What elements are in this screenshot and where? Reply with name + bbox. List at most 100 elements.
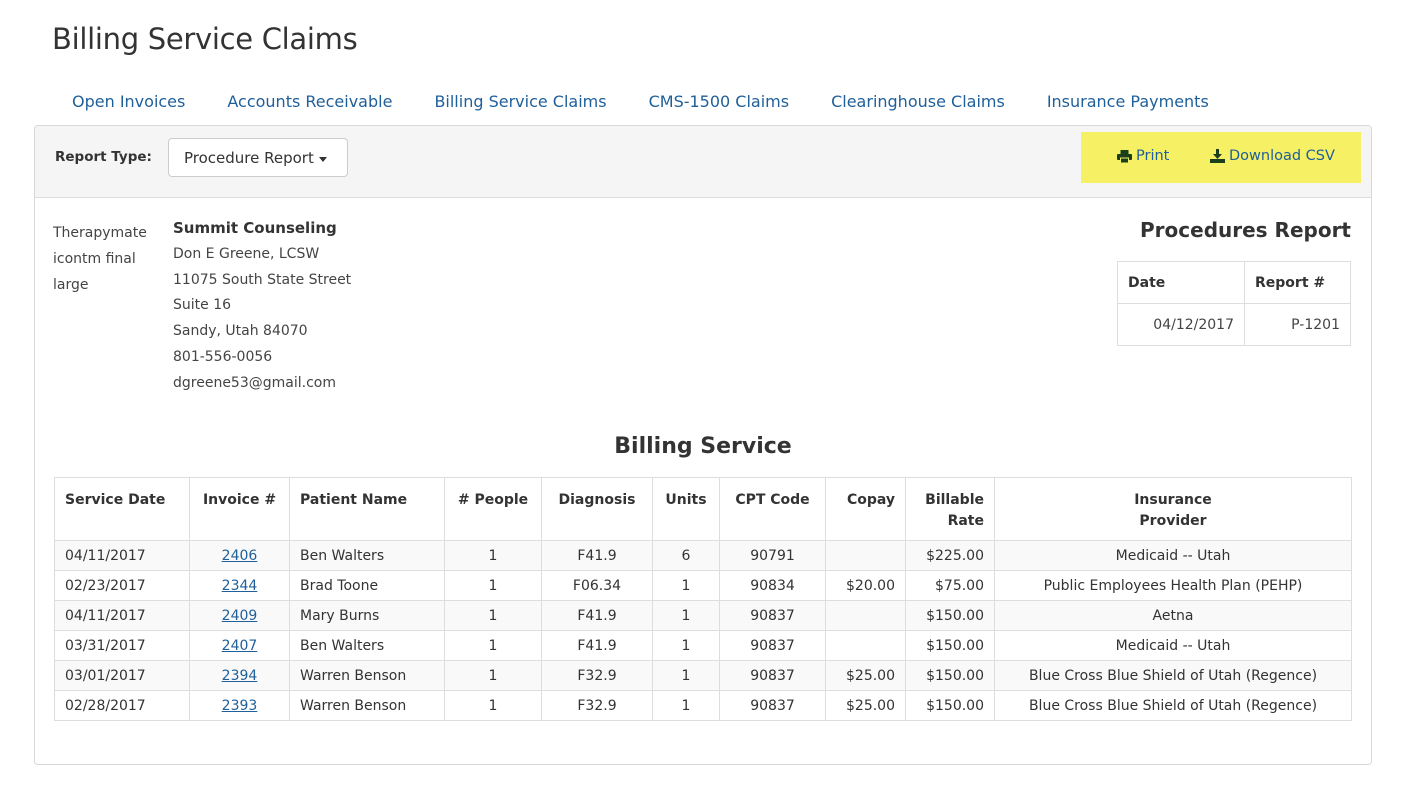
cell-cpt-code: 90837 <box>719 690 826 721</box>
caret-down-icon <box>318 156 327 162</box>
cell-billable-rate: $225.00 <box>905 540 995 571</box>
table-header-row: Service Date Invoice # Patient Name # Pe… <box>54 477 1352 541</box>
cell-people: 1 <box>444 600 542 631</box>
col-billable-rate-line-1: Billable <box>925 492 984 508</box>
invoice-link[interactable]: 2344 <box>221 577 258 594</box>
report-type-label: Report Type: <box>55 149 152 165</box>
address-line-1: 11075 South State Street <box>173 271 352 288</box>
cell-copay <box>825 630 906 661</box>
table-row: 03/01/2017 2394 Warren Benson 1 F32.9 1 … <box>54 660 1352 691</box>
tab-insurance-payments[interactable]: Insurance Payments <box>1046 91 1209 111</box>
cell-billable-rate: $150.00 <box>905 600 995 631</box>
cell-service-date: 02/28/2017 <box>54 690 190 721</box>
cell-people: 1 <box>444 540 542 571</box>
cell-diagnosis: F06.34 <box>541 570 653 601</box>
cell-patient-name: Ben Walters <box>289 540 445 571</box>
billing-service-heading: Billing Service <box>614 434 792 459</box>
table-row: 03/31/2017 2407 Ben Walters 1 F41.9 1 90… <box>54 630 1352 661</box>
cell-copay <box>825 600 906 631</box>
address-line-2: Suite 16 <box>173 297 232 314</box>
tab-cms-1500-claims[interactable]: CMS-1500 Claims <box>648 91 790 111</box>
cell-people: 1 <box>444 660 542 691</box>
cell-copay <box>825 540 906 571</box>
cell-service-date: 04/11/2017 <box>54 600 190 631</box>
cell-invoice: 2344 <box>189 570 290 601</box>
report-actions: Print Download CSV <box>1081 132 1361 183</box>
cell-insurance-provider: Public Employees Health Plan (PEHP) <box>994 570 1352 601</box>
cell-insurance-provider: Medicaid -- Utah <box>994 540 1352 571</box>
col-units: Units <box>652 477 720 541</box>
cell-units: 1 <box>652 630 720 661</box>
tab-clearinghouse-claims[interactable]: Clearinghouse Claims <box>831 91 1005 111</box>
cell-diagnosis: F41.9 <box>541 540 653 571</box>
cell-cpt-code: 90837 <box>719 600 826 631</box>
col-invoice: Invoice # <box>189 477 290 541</box>
report-type-value: Procedure Report <box>184 148 314 167</box>
cell-insurance-provider: Blue Cross Blue Shield of Utah (Regence) <box>994 660 1352 691</box>
cell-service-date: 03/31/2017 <box>54 630 190 661</box>
invoice-link[interactable]: 2409 <box>221 607 258 624</box>
print-label: Print <box>1136 148 1170 164</box>
cell-service-date: 02/23/2017 <box>54 570 190 601</box>
cell-invoice: 2406 <box>189 540 290 571</box>
report-number-header: Report # <box>1244 261 1351 304</box>
report-type-dropdown[interactable]: Procedure Report <box>168 138 348 177</box>
col-copay: Copay <box>825 477 906 541</box>
cell-units: 1 <box>652 660 720 691</box>
email-address: dgreene53@gmail.com <box>173 374 336 391</box>
cell-copay: $25.00 <box>825 690 906 721</box>
invoice-link[interactable]: 2394 <box>221 667 258 684</box>
report-toolbar: Report Type: Procedure Report Print <box>35 126 1371 198</box>
col-insurance-provider: Insurance Provider <box>994 477 1352 541</box>
cell-patient-name: Mary Burns <box>289 600 445 631</box>
cell-copay: $25.00 <box>825 660 906 691</box>
invoice-link[interactable]: 2406 <box>221 547 258 564</box>
claims-table: Service Date Invoice # Patient Name # Pe… <box>54 477 1352 721</box>
cell-insurance-provider: Medicaid -- Utah <box>994 630 1352 661</box>
cell-billable-rate: $150.00 <box>905 690 995 721</box>
cell-diagnosis: F41.9 <box>541 630 653 661</box>
report-heading: Procedures Report <box>1140 218 1351 242</box>
report-meta-table: Date Report # 04/12/2017 P-1201 <box>1117 261 1351 346</box>
cell-units: 6 <box>652 540 720 571</box>
col-billable-rate: Billable Rate <box>905 477 995 541</box>
cell-copay: $20.00 <box>825 570 906 601</box>
table-row: 02/23/2017 2344 Brad Toone 1 F06.34 1 90… <box>54 570 1352 601</box>
cell-cpt-code: 90834 <box>719 570 826 601</box>
table-row: 02/28/2017 2393 Warren Benson 1 F32.9 1 … <box>54 690 1352 721</box>
col-people: # People <box>444 477 542 541</box>
tab-billing-service-claims[interactable]: Billing Service Claims <box>434 91 607 111</box>
practice-logo: Therapymate icontm final large <box>53 225 147 293</box>
cell-insurance-provider: Blue Cross Blue Shield of Utah (Regence) <box>994 690 1352 721</box>
cell-billable-rate: $75.00 <box>905 570 995 601</box>
invoice-link[interactable]: 2393 <box>221 697 258 714</box>
cell-units: 1 <box>652 690 720 721</box>
printer-icon <box>1117 149 1132 163</box>
city-state-zip: Sandy, Utah 84070 <box>173 323 308 340</box>
table-row: 04/11/2017 2406 Ben Walters 1 F41.9 6 90… <box>54 540 1352 571</box>
cell-service-date: 03/01/2017 <box>54 660 190 691</box>
report-number: P-1201 <box>1244 303 1351 346</box>
tab-open-invoices[interactable]: Open Invoices <box>72 91 186 111</box>
table-row: 04/11/2017 2409 Mary Burns 1 F41.9 1 908… <box>54 600 1352 631</box>
report-panel: Report Type: Procedure Report Print <box>34 125 1372 765</box>
download-icon <box>1210 149 1225 163</box>
print-button[interactable]: Print <box>1117 148 1169 164</box>
download-csv-button[interactable]: Download CSV <box>1210 148 1335 164</box>
practice-info: Summit Counseling Don E Greene, LCSW 110… <box>173 216 351 397</box>
col-billable-rate-line-2: Rate <box>947 513 984 529</box>
page-title: Billing Service Claims <box>52 22 358 56</box>
download-csv-label: Download CSV <box>1229 148 1335 164</box>
invoice-link[interactable]: 2407 <box>221 637 258 654</box>
cell-diagnosis: F32.9 <box>541 690 653 721</box>
cell-billable-rate: $150.00 <box>905 630 995 661</box>
cell-people: 1 <box>444 570 542 601</box>
cell-units: 1 <box>652 600 720 631</box>
cell-patient-name: Warren Benson <box>289 660 445 691</box>
report-date-header: Date <box>1117 261 1245 304</box>
tab-accounts-receivable[interactable]: Accounts Receivable <box>227 91 393 111</box>
cell-invoice: 2394 <box>189 660 290 691</box>
col-patient-name: Patient Name <box>289 477 445 541</box>
col-insurance-line-2: Provider <box>1139 513 1207 529</box>
report-date: 04/12/2017 <box>1117 303 1245 346</box>
